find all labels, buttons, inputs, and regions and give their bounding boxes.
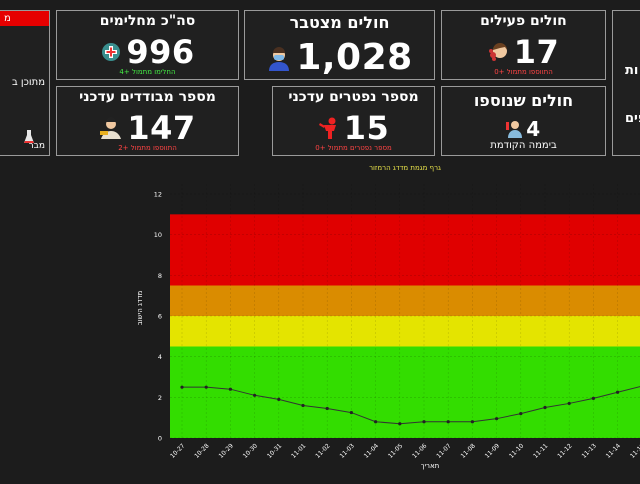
x-tick-label-8: 11-04 [363,442,380,459]
data-point-9 [398,422,402,426]
card-isolated-title: מספר מבודדים עדכני [79,89,216,105]
edge-card-right-text-1: ות [625,63,639,78]
x-tick-label-4: 10-31 [266,442,283,459]
data-point-14 [519,412,523,416]
card-isolated: מספר מבודדים עדכני 147 התווספו מתמול +2 [56,86,239,156]
edge-card-left-caption: מבר [28,141,45,151]
data-point-15 [543,405,547,410]
card-deaths: מספר נפטרים עדכני 15 מספר נפטרים מתמול +… [272,86,435,156]
y-tick-label-2: 4 [158,353,162,361]
data-point-16 [567,401,571,406]
data-point-18 [616,390,620,394]
data-point-2 [228,387,232,391]
traffic-light-chart: גרף מגמת מדדג הרמזור 0 2 4 6 8 10 12 10-27 10-2… [0,158,640,480]
card-isolated-value: 147 [127,109,196,147]
data-point-11 [446,420,450,424]
card-isolated-sub: התווספו מתמול +2 [118,144,177,152]
x-tick-label-3: 10-30 [242,442,259,459]
sick-person-icon [488,41,510,63]
card-recovered-title: סה"כ מחלימים [99,13,196,29]
isolation-icon [99,117,123,139]
band-1 [170,316,640,347]
chart-title: גרף מגמת מדדג הרמזור [369,164,441,172]
card-cumulative-value: 1,028 [296,37,413,78]
x-tick-label-16: 11-12 [556,442,573,459]
data-point-5 [301,403,305,408]
patient-icon [506,120,523,138]
x-tick-label-15: 11-11 [532,442,549,459]
x-tick-label-18: 11-14 [605,442,622,459]
medic-icon [100,41,122,63]
y-tick-label-6: 12 [154,191,162,199]
y-tick-label-4: 8 [158,272,162,280]
x-axis-label: תאריך [421,462,440,470]
card-cumulative: חולים מצטבר 1,028 [244,10,435,80]
card-active-sub: התווספו מתמול +0 [494,68,553,76]
data-point-6 [325,406,329,411]
y-tick-label-3: 6 [158,313,162,321]
data-point-12 [470,420,474,424]
card-deaths-sub: מספר נפטרים מתמול +0 [315,144,392,152]
x-tick-label-17: 11-13 [581,442,598,459]
data-point-1 [204,385,208,389]
card-cumulative-title: חולים מצטבר [289,13,390,32]
x-tick-label-9: 11-05 [387,442,404,459]
x-tick-label-14: 11-10 [508,442,525,459]
card-recovered: סה"כ מחלימים 996 החלימו מתמול +4 [56,10,239,80]
y-tick-label-0: 0 [158,435,162,443]
card-new-cases-title: חולים שנוספו [473,91,574,110]
person-down-icon [318,116,340,140]
card-new-cases-value: 4 [526,117,541,141]
edge-card-right: ות פים [612,10,640,156]
edge-card-left: מ מתוכן ב מבר [0,10,50,156]
edge-card-left-bar: מ [0,11,49,26]
card-recovered-sub: החלימו מתמול +4 [119,68,176,76]
x-tick-label-6: 11-02 [314,442,331,459]
flask-icon [24,129,34,148]
series-line [182,386,640,425]
card-active: חולים פעילים 17 התווספו מתמול +0 [441,10,606,80]
card-active-title: חולים פעילים [480,13,567,29]
x-tick-label-19: 11-15 [629,442,640,459]
chart-svg: 0 2 4 6 8 10 12 10-27 10-28 10-29 10-30 10-31 11-01… [136,184,640,470]
band-3 [170,214,640,286]
edge-card-left-text: מתוכן ב [11,77,45,88]
data-point-3 [253,393,257,397]
x-tick-label-13: 11-09 [484,442,501,459]
card-recovered-value: 996 [126,33,195,71]
x-tick-label-7: 11-03 [339,442,356,459]
masked-person-icon [266,45,292,71]
data-point-10 [422,420,426,424]
data-point-13 [495,417,499,421]
band-2 [170,285,640,316]
x-tick-label-5: 11-01 [290,442,307,459]
x-tick-label-10: 11-06 [411,442,428,459]
card-deaths-title: מספר נפטרים עדכני [288,89,419,105]
band-0 [170,346,640,438]
card-new-cases: חולים שנוספו 4 ביממה הקודמת [441,86,606,156]
y-tick-label-5: 10 [154,231,162,239]
data-point-17 [591,396,596,400]
y-tick-label-1: 2 [158,394,162,402]
card-active-value: 17 [513,33,560,71]
x-tick-label-11: 11-07 [435,442,452,459]
x-tick-label-2: 10-29 [218,442,235,459]
data-point-8 [374,420,378,424]
x-tick-label-0: 10-27 [169,442,186,459]
data-point-0 [180,385,184,389]
data-point-7 [349,410,353,415]
y-axis-label: מדדג הישוב [136,290,144,325]
data-point-4 [277,397,281,401]
card-deaths-value: 15 [343,109,390,147]
edge-card-right-text-2: פים [625,111,640,126]
x-tick-label-12: 11-08 [460,442,477,459]
card-new-cases-sub: ביממה הקודמת [490,140,557,151]
x-tick-label-1: 10-28 [193,442,210,459]
